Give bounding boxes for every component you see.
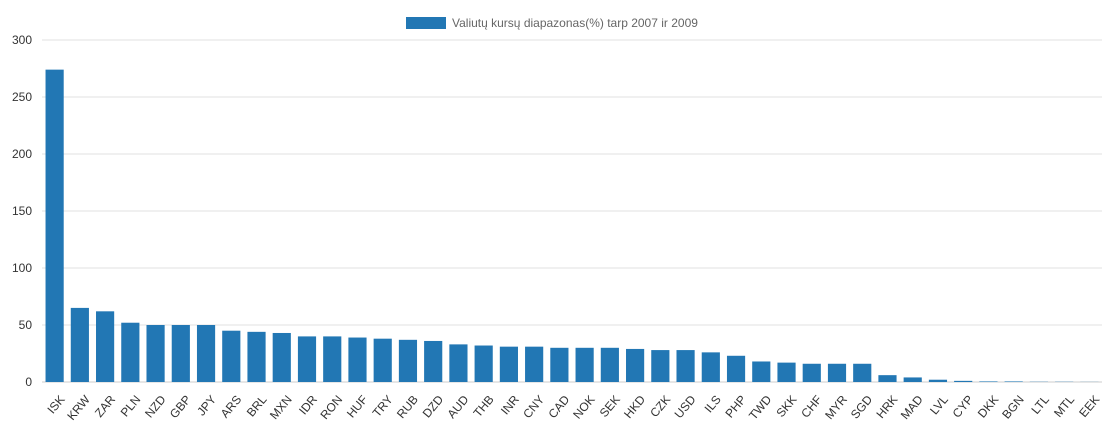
y-axis-tick-labels: 0 50 100 150 200 250 300	[12, 33, 32, 389]
y-tick-label: 0	[25, 375, 32, 389]
bar-sek[interactable]	[600, 347, 619, 382]
x-tick-label-chf: CHF	[798, 393, 825, 421]
bar-mxn[interactable]	[272, 332, 291, 382]
bar-mad[interactable]	[903, 377, 922, 382]
gridlines	[42, 39, 1102, 383]
x-tick-label-thb: THB	[471, 393, 497, 420]
x-tick-label-hrk: HRK	[873, 393, 900, 421]
x-tick-label-inr: INR	[498, 392, 522, 417]
bar-cny[interactable]	[525, 346, 544, 382]
bar-zar[interactable]	[96, 311, 115, 382]
bar-brl[interactable]	[247, 331, 266, 382]
x-tick-label-mxn: MXN	[267, 393, 295, 422]
x-tick-label-bgn: BGN	[999, 393, 1026, 422]
x-tick-label-ltl: LTL	[1028, 392, 1052, 416]
x-tick-label-mad: MAD	[898, 392, 926, 422]
x-tick-label-zar: ZAR	[92, 392, 118, 420]
bar-aud[interactable]	[449, 344, 468, 382]
bar-thb[interactable]	[474, 345, 493, 382]
bar-rub[interactable]	[398, 339, 418, 382]
x-tick-label-sgd: SGD	[848, 392, 876, 421]
bar-cyp[interactable]	[954, 380, 973, 382]
x-tick-label-dzd: DZD	[420, 392, 447, 420]
legend-swatch[interactable]	[406, 17, 446, 29]
x-tick-label-ils: ILS	[702, 393, 724, 416]
bar-ils[interactable]	[701, 352, 720, 382]
legend[interactable]: Valiutų kursų diapazonas(%) tarp 2007 ir…	[406, 16, 698, 30]
x-tick-label-krw: KRW	[64, 392, 93, 423]
x-tick-label-hkd: HKD	[621, 392, 648, 421]
x-tick-label-sek: SEK	[597, 393, 623, 420]
bar-nzd[interactable]	[146, 325, 165, 382]
x-tick-label-idr: IDR	[296, 392, 320, 417]
x-tick-label-rub: RUB	[394, 393, 421, 421]
x-tick-label-eek: EEK	[1076, 393, 1102, 420]
y-tick-label: 250	[12, 90, 32, 104]
x-tick-label-ars: ARS	[218, 393, 245, 421]
bar-php[interactable]	[726, 355, 746, 382]
bar-jpy[interactable]	[196, 325, 216, 382]
bar-idr[interactable]	[297, 336, 317, 382]
bar-hkd[interactable]	[626, 348, 645, 382]
bar-gbp[interactable]	[171, 325, 190, 382]
bar-pln[interactable]	[121, 322, 140, 382]
bar-hrk[interactable]	[878, 375, 897, 382]
x-tick-label-aud: AUD	[444, 392, 471, 421]
y-tick-label: 100	[12, 261, 32, 275]
x-tick-label-nzd: NZD	[142, 392, 169, 420]
bar-lvl[interactable]	[928, 379, 948, 382]
bar-skk[interactable]	[777, 362, 796, 382]
bar-isk[interactable]	[45, 69, 64, 382]
x-tick-label-cyp: CYP	[950, 393, 977, 421]
x-tick-label-jpy: JPY	[194, 393, 219, 419]
x-tick-label-lvl: LVL	[927, 392, 951, 417]
bar-sgd[interactable]	[853, 363, 872, 382]
bar-bgn[interactable]	[1004, 381, 1023, 382]
x-tick-label-usd: USD	[672, 392, 699, 421]
bars	[45, 69, 1099, 382]
x-tick-label-huf: HUF	[344, 393, 371, 421]
x-tick-label-cny: CNY	[520, 393, 547, 421]
x-tick-label-mtl: MTL	[1051, 392, 1077, 420]
x-tick-label-nok: NOK	[570, 393, 597, 422]
bar-dkk[interactable]	[979, 381, 998, 382]
bar-myr[interactable]	[827, 363, 847, 382]
x-tick-label-myr: MYR	[822, 392, 850, 422]
bar-try[interactable]	[373, 338, 392, 382]
bar-cad[interactable]	[550, 347, 569, 382]
x-tick-label-twd: TWD	[746, 392, 775, 422]
x-tick-label-skk: SKK	[773, 393, 799, 420]
bar-nok[interactable]	[575, 347, 594, 382]
legend-label[interactable]: Valiutų kursų diapazonas(%) tarp 2007 ir…	[452, 16, 698, 30]
bar-krw[interactable]	[70, 307, 89, 382]
bar-usd[interactable]	[676, 350, 695, 382]
bar-dzd[interactable]	[424, 340, 443, 382]
bar-twd[interactable]	[752, 361, 771, 382]
y-tick-label: 50	[19, 318, 33, 332]
x-tick-label-gbp: GBP	[167, 393, 194, 421]
bar-ron[interactable]	[323, 336, 342, 382]
x-tick-label-pln: PLN	[118, 393, 144, 420]
x-tick-label-brl: BRL	[244, 392, 270, 419]
bar-chf[interactable]	[802, 363, 821, 382]
y-tick-label: 300	[12, 33, 32, 47]
bar-inr[interactable]	[499, 346, 518, 382]
x-tick-label-czk: CZK	[647, 393, 673, 420]
y-tick-label: 200	[12, 147, 32, 161]
bar-huf[interactable]	[348, 337, 367, 382]
bar-ars[interactable]	[222, 330, 241, 382]
x-tick-label-dkk: DKK	[975, 393, 1002, 421]
x-tick-label-php: PHP	[722, 393, 749, 421]
x-tick-label-cad: CAD	[545, 392, 572, 421]
y-tick-label: 150	[12, 204, 32, 218]
x-tick-label-ron: RON	[317, 393, 345, 422]
x-tick-label-try: TRY	[370, 393, 396, 420]
bar-czk[interactable]	[651, 350, 670, 382]
